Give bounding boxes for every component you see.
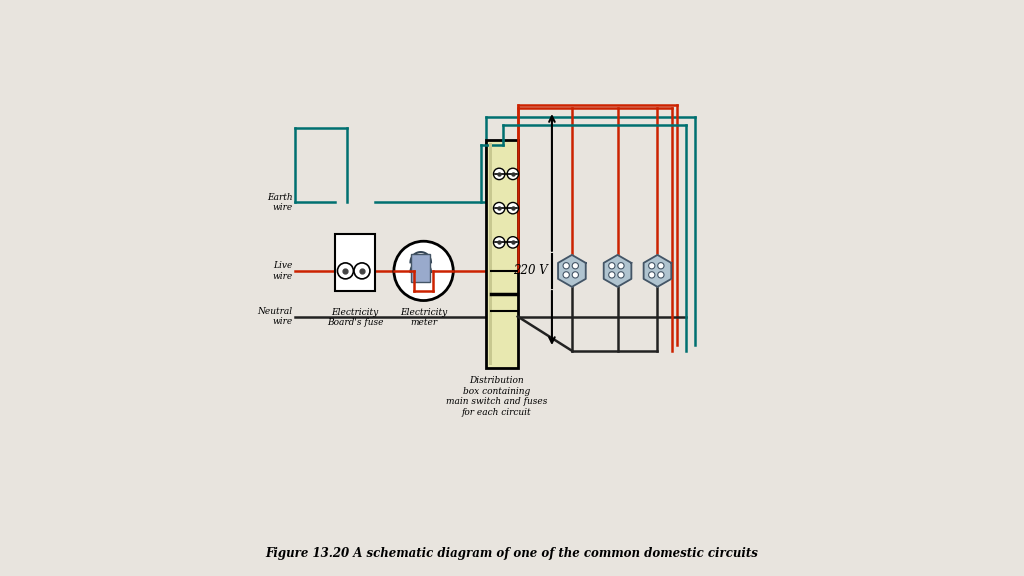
Circle shape — [494, 202, 505, 214]
Circle shape — [507, 168, 518, 180]
Bar — [411, 254, 430, 282]
Circle shape — [648, 272, 655, 278]
Circle shape — [648, 263, 655, 269]
Bar — [486, 140, 518, 368]
Text: Neutral
wire: Neutral wire — [257, 307, 293, 326]
Text: 220 V: 220 V — [513, 264, 548, 278]
Circle shape — [572, 272, 579, 278]
Polygon shape — [604, 255, 632, 287]
Polygon shape — [644, 255, 672, 287]
Circle shape — [563, 272, 569, 278]
Circle shape — [617, 263, 624, 269]
Text: Live
wire: Live wire — [272, 261, 293, 281]
Circle shape — [338, 263, 353, 279]
Text: Earth
wire: Earth wire — [267, 193, 293, 212]
Circle shape — [494, 237, 505, 248]
Circle shape — [563, 263, 569, 269]
Bar — [488, 142, 493, 365]
Circle shape — [608, 272, 615, 278]
Circle shape — [507, 237, 518, 248]
Polygon shape — [558, 255, 586, 287]
Text: Figure 13.20 A schematic diagram of one of the common domestic circuits: Figure 13.20 A schematic diagram of one … — [265, 547, 759, 560]
Circle shape — [657, 263, 664, 269]
Circle shape — [572, 263, 579, 269]
Bar — [335, 234, 375, 291]
Text: Electricity
meter: Electricity meter — [400, 308, 447, 327]
Circle shape — [354, 263, 370, 279]
Circle shape — [507, 202, 518, 214]
Circle shape — [608, 263, 615, 269]
Circle shape — [494, 168, 505, 180]
Text: Electricity
Board's fuse: Electricity Board's fuse — [327, 308, 383, 327]
Circle shape — [657, 272, 664, 278]
Circle shape — [617, 272, 624, 278]
Text: Distribution
box containing
main switch and fuses
for each circuit: Distribution box containing main switch … — [445, 377, 547, 416]
Circle shape — [394, 241, 454, 301]
